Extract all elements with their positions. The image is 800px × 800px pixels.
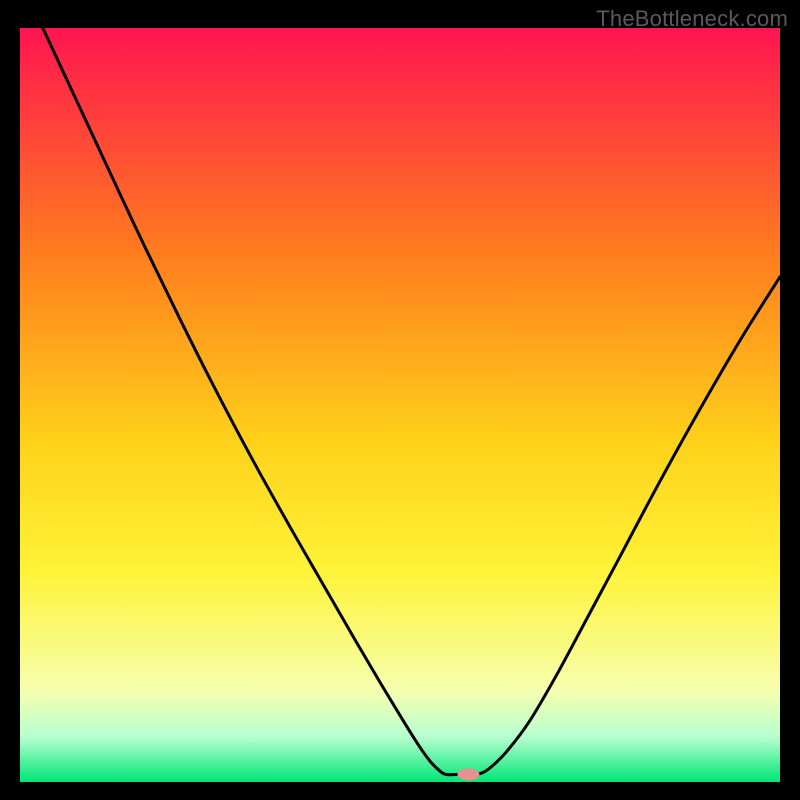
chart-heatmap-background [20, 28, 780, 782]
watermark-text: TheBottleneck.com [596, 6, 788, 32]
bottleneck-chart [0, 0, 800, 800]
optimal-marker [457, 768, 479, 780]
